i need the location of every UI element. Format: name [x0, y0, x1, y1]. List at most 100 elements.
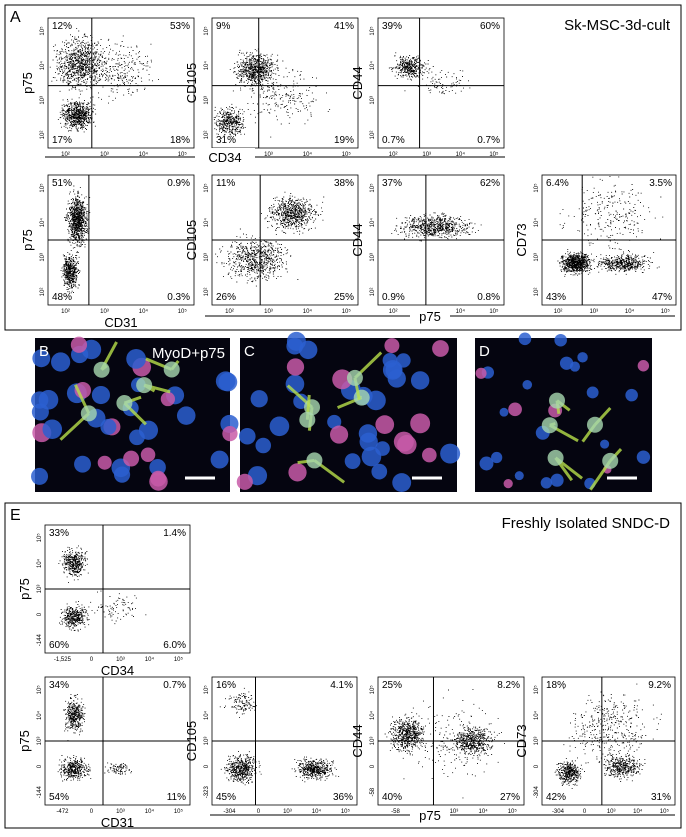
panel-title: Freshly Isolated SNDC-D — [502, 515, 671, 532]
x-tick-label: 10² — [554, 309, 563, 315]
nucleus — [384, 338, 400, 354]
y-tick-label: 10⁴ — [36, 710, 43, 720]
nucleus — [514, 471, 524, 481]
nucleus — [70, 336, 88, 353]
y-tick-label: 10² — [204, 288, 210, 297]
quadrant-percent: 26% — [216, 292, 236, 303]
y-tick-label: 10² — [40, 288, 46, 297]
x-tick-label: 10² — [389, 152, 398, 158]
nucleus — [625, 388, 638, 402]
quadrant-percent: 6.0% — [163, 640, 186, 651]
nucleus — [138, 420, 159, 440]
y-tick-label: 10⁴ — [203, 218, 210, 228]
scatter-dots — [384, 688, 505, 799]
x-tick-label: -304 — [223, 809, 236, 815]
quadrant-percent: 8.2% — [497, 680, 520, 691]
quadrant-percent: 25% — [382, 680, 402, 691]
nucleus — [97, 455, 112, 470]
x-tick-label: 0 — [90, 809, 94, 815]
scatter-dots — [557, 176, 664, 277]
nucleus — [503, 479, 513, 489]
x-axis-label: CD34 — [101, 663, 134, 678]
x-tick-label: -304 — [552, 809, 565, 815]
quadrant-percent: 42% — [546, 792, 566, 803]
y-axis-label: CD44 — [350, 724, 365, 757]
nucleus — [160, 391, 176, 407]
nucleus — [140, 447, 156, 462]
quadrant-percent: 11% — [167, 792, 186, 803]
nucleus — [540, 477, 553, 489]
nucleus — [518, 332, 532, 346]
y-tick-label: 0 — [37, 612, 43, 616]
label-bg — [410, 806, 450, 824]
cell-body — [163, 361, 180, 378]
cell-body — [346, 369, 363, 386]
nucleus — [432, 340, 449, 357]
y-tick-label: 10³ — [204, 737, 210, 746]
x-tick-label: 10⁴ — [139, 308, 149, 315]
nucleus — [176, 406, 196, 425]
x-tick-label: 10⁵ — [174, 656, 184, 663]
quadrant-percent: 41% — [334, 21, 354, 32]
nucleus — [123, 450, 140, 467]
x-tick-label: 0 — [90, 657, 94, 663]
nucleus — [74, 455, 91, 473]
quadrant-percent: 53% — [170, 21, 190, 32]
quadrant-percent: 54% — [49, 792, 69, 803]
nucleus — [479, 456, 494, 471]
nucleus — [393, 431, 414, 452]
y-tick-label: 10⁴ — [369, 218, 376, 228]
quadrant-percent: 31% — [216, 135, 236, 146]
quadrant-percent: 31% — [651, 792, 671, 803]
nucleus — [387, 369, 406, 388]
x-tick-label: 10⁴ — [312, 808, 322, 815]
nucleus — [215, 371, 236, 391]
y-tick-label: 10⁵ — [36, 685, 43, 695]
y-tick-label: -323 — [204, 786, 210, 799]
x-axis-label: CD31 — [104, 315, 137, 330]
cell-body — [93, 361, 110, 378]
nucleus — [491, 451, 503, 464]
y-tick-label: 10³ — [37, 737, 43, 746]
nucleus — [522, 379, 533, 390]
quadrant-percent: 60% — [480, 21, 500, 32]
cell-body — [549, 392, 566, 409]
x-tick-label: 10³ — [116, 657, 125, 663]
quadrant-percent: 40% — [382, 792, 402, 803]
y-tick-label: -58 — [370, 787, 376, 796]
plot-frame — [377, 17, 505, 149]
nucleus — [577, 352, 588, 363]
nucleus — [440, 443, 461, 464]
nucleus — [600, 439, 610, 449]
nucleus — [550, 473, 564, 487]
y-tick-label: 10⁴ — [203, 710, 210, 720]
x-tick-label: 10⁵ — [489, 151, 499, 158]
image-letter: B — [39, 343, 49, 360]
quadrant-percent: 45% — [216, 792, 236, 803]
nucleus — [569, 361, 580, 372]
cell-body — [116, 395, 133, 412]
y-tick-label: 10³ — [534, 253, 540, 262]
image-caption: MyoD+p75 — [152, 345, 225, 362]
quadrant-percent: 39% — [382, 21, 402, 32]
scatter-dots — [57, 693, 132, 782]
y-tick-label: 10⁴ — [369, 710, 376, 720]
cell-body — [602, 452, 619, 469]
x-tick-label: 10⁵ — [660, 808, 670, 815]
label-bg — [410, 307, 450, 325]
nucleus — [344, 453, 361, 470]
nucleus — [250, 390, 268, 408]
y-tick-label: 10³ — [534, 737, 540, 746]
quadrant-percent: 9% — [216, 21, 231, 32]
nucleus — [100, 418, 117, 435]
nucleus — [475, 367, 487, 379]
nucleus — [32, 349, 51, 368]
y-axis-label: CD44 — [350, 223, 365, 256]
x-tick-label: 10⁵ — [661, 308, 671, 315]
quadrant-percent: 25% — [334, 292, 354, 303]
x-axis-label: p75 — [419, 808, 441, 823]
y-tick-label: 10⁴ — [36, 558, 43, 568]
y-tick-label: 10⁴ — [39, 218, 46, 228]
quadrant-percent: 62% — [480, 178, 500, 189]
